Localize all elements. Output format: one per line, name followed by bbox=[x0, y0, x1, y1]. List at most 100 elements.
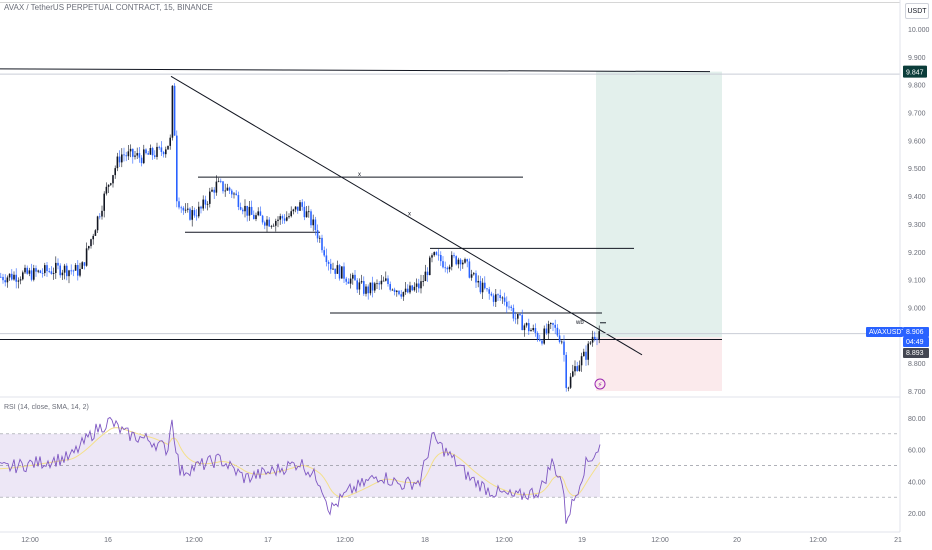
currency-button[interactable]: USDT bbox=[905, 3, 929, 19]
x-tick-label: 18 bbox=[421, 537, 429, 544]
candle-body bbox=[334, 268, 336, 274]
candle-body bbox=[0, 276, 2, 278]
candle-body bbox=[283, 218, 286, 221]
y-tick-label: 10.000 bbox=[908, 27, 930, 34]
candle-body bbox=[72, 270, 75, 272]
x-tick-label: 12:00 bbox=[495, 537, 513, 544]
rsi-line bbox=[0, 416, 601, 524]
candle-body bbox=[105, 186, 108, 194]
candle-body bbox=[275, 220, 277, 226]
candle-body bbox=[536, 332, 539, 340]
candle-body bbox=[17, 280, 20, 282]
candle-body bbox=[305, 211, 308, 218]
candle-body bbox=[112, 175, 114, 184]
candle-body bbox=[145, 149, 147, 154]
candle-body bbox=[281, 216, 284, 219]
candle-body bbox=[244, 205, 246, 212]
candle-body bbox=[363, 281, 365, 294]
rsi-tick-label: 20.00 bbox=[908, 511, 926, 518]
trendline bbox=[170, 75, 643, 356]
candle-body bbox=[11, 273, 13, 280]
candle-body bbox=[523, 325, 526, 331]
candle-body bbox=[33, 268, 35, 280]
candle-body bbox=[48, 271, 50, 272]
price-tags: 9.847 AVAXUSDT.P8.906 04:49 8.893 bbox=[866, 65, 929, 358]
candle-body bbox=[550, 323, 552, 325]
y-tick-label: 9.600 bbox=[908, 138, 926, 145]
candle-body bbox=[74, 265, 77, 271]
y-tick-label: 9.800 bbox=[908, 83, 926, 90]
candle-body bbox=[402, 292, 405, 297]
candle-body bbox=[501, 297, 504, 299]
candle-body bbox=[587, 343, 589, 360]
candle-body bbox=[83, 262, 86, 266]
rsi-tick-label: 80.00 bbox=[908, 416, 926, 423]
candle-body bbox=[88, 246, 90, 249]
drawing-label: x bbox=[358, 172, 361, 178]
candle-body bbox=[39, 270, 42, 273]
candle-body bbox=[413, 286, 416, 291]
candle-body bbox=[517, 314, 519, 319]
candle-body bbox=[162, 152, 165, 155]
candle-body bbox=[426, 271, 429, 276]
candle-body bbox=[543, 328, 545, 344]
candle-body bbox=[169, 137, 171, 146]
candle-body bbox=[19, 279, 22, 281]
candle-body bbox=[514, 318, 517, 320]
candle-body bbox=[90, 239, 92, 247]
candle-body bbox=[123, 154, 125, 156]
candle-body bbox=[446, 267, 449, 270]
candle-body bbox=[521, 315, 523, 331]
candle-body bbox=[525, 323, 528, 326]
candle-body bbox=[349, 278, 352, 284]
candle-body bbox=[389, 284, 391, 290]
candles bbox=[0, 83, 600, 392]
candle-body bbox=[61, 272, 64, 276]
candle-body bbox=[558, 335, 561, 342]
candle-body bbox=[22, 272, 24, 280]
candle-body bbox=[464, 259, 466, 263]
candle-body bbox=[259, 211, 262, 216]
candle-body bbox=[327, 261, 330, 264]
candle-body bbox=[598, 331, 600, 340]
candle-body bbox=[457, 259, 460, 265]
candle-body bbox=[224, 190, 226, 192]
candle-body bbox=[506, 301, 508, 307]
candle-body bbox=[468, 261, 471, 278]
candle-body bbox=[539, 339, 541, 341]
candle-body bbox=[211, 189, 213, 192]
candle-body bbox=[376, 283, 378, 285]
candle-body bbox=[503, 297, 506, 302]
y-tick-label: 9.300 bbox=[908, 222, 926, 229]
candle-body bbox=[589, 342, 592, 344]
rsi-pane bbox=[0, 416, 900, 524]
candle-body bbox=[292, 209, 295, 212]
candle-body bbox=[407, 288, 409, 293]
candle-body bbox=[134, 155, 136, 157]
candle-body bbox=[424, 271, 427, 282]
candle-body bbox=[68, 270, 70, 277]
candle-body bbox=[132, 148, 134, 157]
profit-zone bbox=[596, 71, 722, 338]
candle-body bbox=[312, 219, 314, 226]
y-tick-label: 9.100 bbox=[908, 278, 926, 285]
candle-body bbox=[448, 266, 451, 270]
loss-zone bbox=[596, 337, 722, 391]
countdown-tag-bg bbox=[903, 337, 929, 347]
candle-body bbox=[195, 215, 198, 217]
candle-body bbox=[418, 283, 420, 289]
low-price-tag-bg bbox=[903, 348, 929, 358]
candle-body bbox=[165, 149, 167, 155]
candle-body bbox=[572, 371, 574, 377]
candle-body bbox=[257, 211, 259, 216]
candle-body bbox=[321, 237, 323, 251]
candle-body bbox=[444, 267, 446, 269]
candle-body bbox=[28, 270, 31, 274]
candle-body bbox=[297, 206, 299, 211]
candle-body bbox=[576, 366, 578, 371]
candle-body bbox=[319, 237, 321, 239]
candle-body bbox=[437, 254, 440, 256]
candle-body bbox=[57, 262, 59, 266]
candle-body bbox=[99, 216, 101, 218]
